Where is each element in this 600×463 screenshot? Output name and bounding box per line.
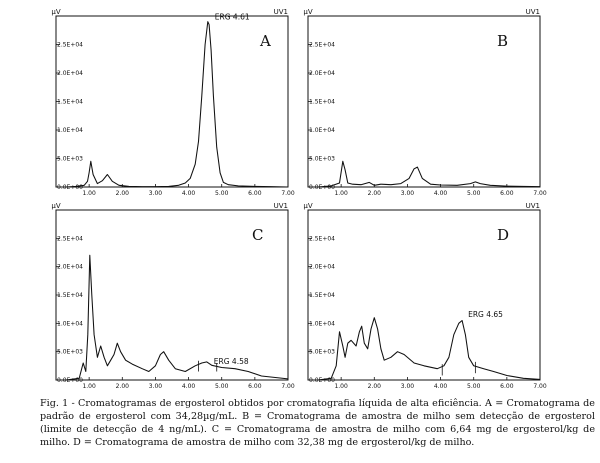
x-tick-label: 2.00	[116, 383, 130, 390]
y-unit-label: µV	[303, 8, 312, 16]
y-tick-label: 2.5E+04	[57, 42, 83, 49]
x-tick-label: 6.00	[248, 190, 262, 197]
x-tick-label: 5.00	[215, 190, 229, 197]
chromatogram-figure: 0.0E+00 5.0E+03 1.0E+04 1.5E+04 2.0E+04 2.5E+…	[51, 8, 546, 390]
y-tick-label: 1.0E+04	[57, 320, 83, 327]
chromatogram-trace	[317, 160, 541, 188]
x-tick-label: 1.00	[82, 383, 96, 390]
x-tick-label: 6.00	[500, 383, 514, 390]
chromatogram-panel-c: 0.0E+00 5.0E+03 1.0E+04 1.5E+04 2.0E+04 2.5E+…	[51, 202, 294, 390]
y-tick-label: 1.5E+04	[57, 292, 83, 299]
x-tick-label: 6.00	[248, 383, 262, 390]
y-tick-label: 1.0E+04	[309, 320, 335, 327]
y-tick-label: 5.0E+03	[57, 156, 83, 163]
panel-letter: D	[497, 226, 509, 244]
x-tick-label: 1.00	[334, 383, 348, 390]
y-tick-label: 5.0E+03	[57, 349, 83, 356]
y-tick-label: 0.0E+00	[57, 184, 83, 191]
y-tick-label: 1.5E+04	[309, 99, 335, 106]
chromatogram-trace	[317, 317, 541, 381]
y-tick-label: 2.0E+04	[309, 264, 335, 271]
peak-label: ERG 4.58	[214, 357, 249, 366]
x-tick-label: 3.00	[401, 383, 415, 390]
y-unit-label: µV	[51, 8, 60, 16]
x-tick-label: 5.00	[467, 383, 481, 390]
y-tick-label: 0.0E+00	[309, 184, 335, 191]
chromatogram-panel-d: 0.0E+00 5.0E+03 1.0E+04 1.5E+04 2.0E+04 2.5E+…	[303, 202, 546, 390]
x-tick-label: 2.00	[368, 190, 382, 197]
y-tick-label: 5.0E+03	[309, 156, 335, 163]
channel-label: UV1	[526, 202, 540, 210]
x-tick-label: 7.00	[281, 190, 295, 197]
x-tick-label: 4.00	[182, 190, 196, 197]
chromatogram-trace	[65, 254, 289, 381]
panel-letter: A	[259, 32, 271, 50]
y-tick-label: 5.0E+03	[309, 349, 335, 356]
figure-caption: Fig. 1 - Cromatogramas de ergosterol obt…	[40, 398, 595, 448]
x-tick-label: 6.00	[500, 190, 514, 197]
x-tick-label: 1.00	[334, 190, 348, 197]
x-tick-label: 4.00	[434, 190, 448, 197]
chromatogram-trace	[65, 21, 289, 188]
x-tick-label: 5.00	[467, 190, 481, 197]
y-tick-label: 1.0E+04	[57, 127, 83, 134]
panel-letter: C	[252, 226, 263, 244]
y-unit-label: µV	[51, 202, 60, 210]
x-tick-label: 7.00	[533, 190, 547, 197]
panel-letter: B	[497, 32, 508, 50]
y-tick-label: 2.0E+04	[309, 70, 335, 77]
channel-label: UV1	[274, 202, 288, 210]
peak-label: ERG 4.61	[215, 13, 250, 22]
y-tick-label: 1.5E+04	[57, 99, 83, 106]
x-tick-label: 7.00	[281, 383, 295, 390]
x-tick-label: 4.00	[182, 383, 196, 390]
peak-label: ERG 4.65	[468, 310, 503, 319]
y-tick-label: 2.5E+04	[309, 235, 335, 242]
chromatogram-panel-a: 0.0E+00 5.0E+03 1.0E+04 1.5E+04 2.0E+04 2.5E+…	[51, 8, 294, 197]
y-tick-label: 2.5E+04	[57, 235, 83, 242]
x-tick-label: 3.00	[149, 383, 163, 390]
y-tick-label: 2.5E+04	[309, 42, 335, 49]
y-tick-label: 2.0E+04	[57, 264, 83, 271]
x-tick-label: 2.00	[368, 383, 382, 390]
x-tick-label: 4.00	[434, 383, 448, 390]
x-tick-label: 7.00	[533, 383, 547, 390]
y-tick-label: 0.0E+00	[57, 377, 83, 384]
y-tick-label: 1.5E+04	[309, 292, 335, 299]
x-tick-label: 3.00	[401, 190, 415, 197]
y-tick-label: 0.0E+00	[309, 377, 335, 384]
x-tick-label: 1.00	[82, 190, 96, 197]
x-tick-label: 5.00	[215, 383, 229, 390]
chromatogram-panel-b: 0.0E+00 5.0E+03 1.0E+04 1.5E+04 2.0E+04 2.5E+…	[303, 8, 546, 197]
y-tick-label: 2.0E+04	[57, 70, 83, 77]
channel-label: UV1	[526, 8, 540, 16]
y-tick-label: 1.0E+04	[309, 127, 335, 134]
x-tick-label: 2.00	[116, 190, 130, 197]
channel-label: UV1	[274, 8, 288, 16]
y-unit-label: µV	[303, 202, 312, 210]
x-tick-label: 3.00	[149, 190, 163, 197]
